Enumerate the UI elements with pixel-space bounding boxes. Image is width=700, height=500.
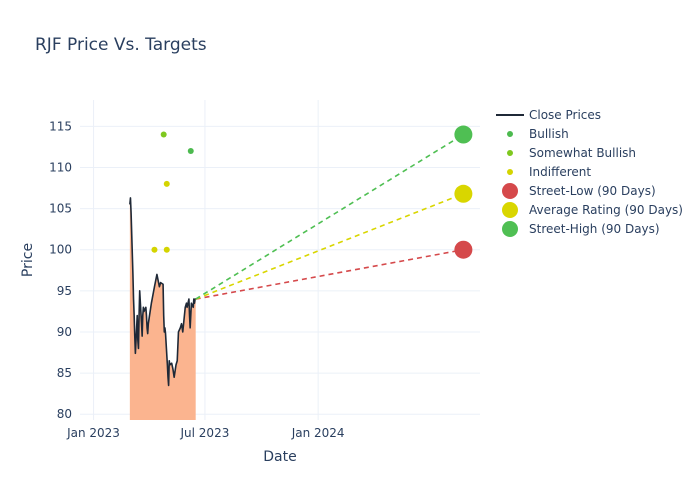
target-marker: [454, 240, 473, 259]
y-tick-label: 95: [57, 284, 72, 298]
legend-label: Street-High (90 Days): [529, 222, 660, 236]
target-lines-layer: [195, 125, 473, 300]
rating-point: [163, 246, 170, 253]
close-price-line-layer: [129, 197, 196, 387]
legend-item[interactable]: Indifferent: [507, 165, 591, 179]
legend-label: Somewhat Bullish: [529, 146, 636, 160]
y-tick-label: 90: [57, 325, 72, 339]
close-price-line: [129, 197, 196, 387]
y-tick-label: 115: [49, 119, 72, 133]
target-marker: [454, 125, 473, 144]
x-tick-label: Jan 2023: [66, 426, 120, 440]
y-axis-title: Price: [20, 243, 36, 277]
legend-item[interactable]: Close Prices: [496, 108, 601, 122]
x-tick-label: Jul 2023: [180, 426, 230, 440]
legend-item[interactable]: Street-Low (90 Days): [502, 183, 656, 199]
legend[interactable]: Close Prices Bullish Somewhat Bullish Indif…: [496, 108, 683, 237]
legend-label: Indifferent: [529, 165, 591, 179]
axis-layer: 80 85 90 95 100 105 110 115 Jan 2023 Jul 2023 Jan …: [49, 119, 344, 440]
y-tick-label: 100: [49, 243, 72, 257]
rating-point: [151, 246, 158, 253]
rating-point: [163, 180, 170, 187]
target-marker: [454, 184, 473, 203]
legend-item[interactable]: Average Rating (90 Days): [502, 202, 683, 218]
y-tick-label: 110: [49, 160, 72, 174]
rating-point: [160, 131, 167, 138]
legend-item[interactable]: Bullish: [507, 127, 569, 141]
x-axis-title: Date: [263, 449, 296, 465]
legend-label: Close Prices: [529, 108, 601, 122]
legend-label: Average Rating (90 Days): [529, 203, 683, 217]
x-tick-label: Jan 2024: [291, 426, 345, 440]
legend-label: Bullish: [529, 127, 569, 141]
legend-swatch: [507, 150, 513, 156]
legend-item[interactable]: Somewhat Bullish: [507, 146, 636, 160]
legend-swatch: [502, 221, 518, 237]
target-line: [195, 133, 464, 300]
legend-swatch: [507, 131, 513, 137]
rating-point: [187, 148, 194, 155]
y-tick-label: 80: [57, 407, 72, 421]
legend-swatch: [502, 202, 518, 218]
target-line: [195, 248, 464, 300]
analyst-ratings-layer: [151, 131, 194, 253]
target-line: [195, 193, 464, 300]
chart-title: RJF Price Vs. Targets: [35, 35, 207, 55]
y-tick-label: 85: [57, 366, 72, 380]
legend-swatch: [502, 183, 518, 199]
y-tick-label: 105: [49, 202, 72, 216]
legend-label: Street-Low (90 Days): [529, 184, 656, 198]
legend-swatch: [507, 169, 513, 175]
legend-item[interactable]: Street-High (90 Days): [502, 221, 660, 237]
